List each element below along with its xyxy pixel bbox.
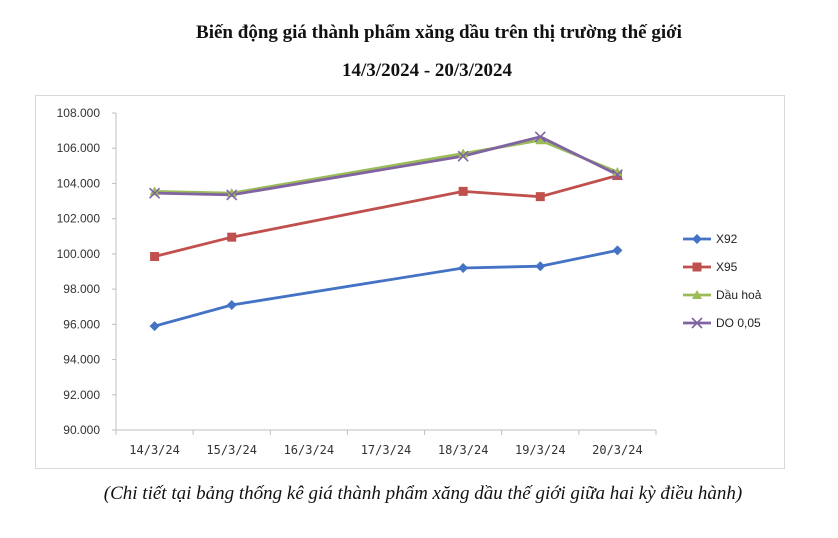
x-tick-label: 19/3/24 [515, 443, 566, 457]
data-point-2 [227, 232, 237, 242]
y-tick-label: 100.000 [57, 247, 101, 261]
x-tick-label: 14/3/24 [129, 443, 180, 457]
data-point-1 [535, 261, 546, 272]
y-tick-label: 102.000 [57, 212, 101, 226]
x-tick-label: 18/3/24 [438, 443, 489, 457]
data-point-1 [149, 321, 160, 332]
y-tick-label: 92.000 [63, 388, 100, 402]
legend-label-1: X92 [716, 232, 738, 246]
data-point-2 [535, 192, 545, 202]
x-tick-label: 15/3/24 [206, 443, 257, 457]
series-line-1 [154, 249, 618, 328]
data-point-2 [150, 252, 160, 262]
data-point-2 [458, 186, 468, 196]
marker-stroke [611, 169, 623, 181]
series-line-2 [154, 174, 618, 258]
y-tick-label: 106.000 [57, 141, 101, 155]
y-tick-label: 90.000 [63, 423, 100, 437]
data-point-4 [611, 169, 623, 181]
legend-marker-3 [692, 290, 702, 299]
chart-title: Biến động giá thành phẩm xăng dầu trên t… [196, 22, 682, 43]
data-point-4 [226, 189, 238, 201]
data-point-4 [457, 150, 469, 162]
chart-caption: (Chi tiết tại bảng thống kê giá thành ph… [103, 483, 743, 504]
legend-label-3: Dầu hoả [716, 288, 762, 302]
data-point-4 [149, 187, 161, 199]
marker-stroke [534, 131, 546, 143]
marker-stroke [226, 189, 238, 201]
series-line-3 [154, 138, 618, 195]
x-tick-label: 17/3/24 [361, 443, 412, 457]
x-tick-label: 16/3/24 [284, 443, 335, 457]
x-tick-label: 20/3/24 [592, 443, 643, 457]
data-point-3 [149, 186, 160, 196]
y-tick-label: 94.000 [63, 353, 100, 367]
y-tick-label: 96.000 [63, 317, 100, 331]
y-tick-label: 108.000 [57, 106, 101, 120]
y-tick-label: 104.000 [57, 176, 101, 190]
legend-label-2: X95 [716, 260, 738, 274]
data-point-3 [226, 188, 237, 198]
marker-stroke [457, 150, 469, 162]
chart-frame [35, 95, 785, 469]
data-point-4 [534, 131, 546, 143]
marker-stroke [691, 317, 703, 329]
data-point-1 [612, 245, 623, 256]
y-tick-label: 98.000 [63, 282, 100, 296]
data-point-1 [458, 262, 469, 273]
data-point-3 [612, 166, 623, 176]
data-point-3 [458, 148, 469, 158]
legend-label-4: DO 0,05 [716, 316, 761, 330]
marker-stroke [149, 187, 161, 199]
data-point-1 [226, 299, 237, 310]
legend-marker-1 [692, 234, 702, 244]
chart-subtitle: 14/3/2024 - 20/3/2024 [342, 60, 512, 81]
legend-marker-2 [692, 262, 702, 272]
data-point-3 [535, 135, 546, 145]
legend-marker-4 [691, 317, 703, 329]
